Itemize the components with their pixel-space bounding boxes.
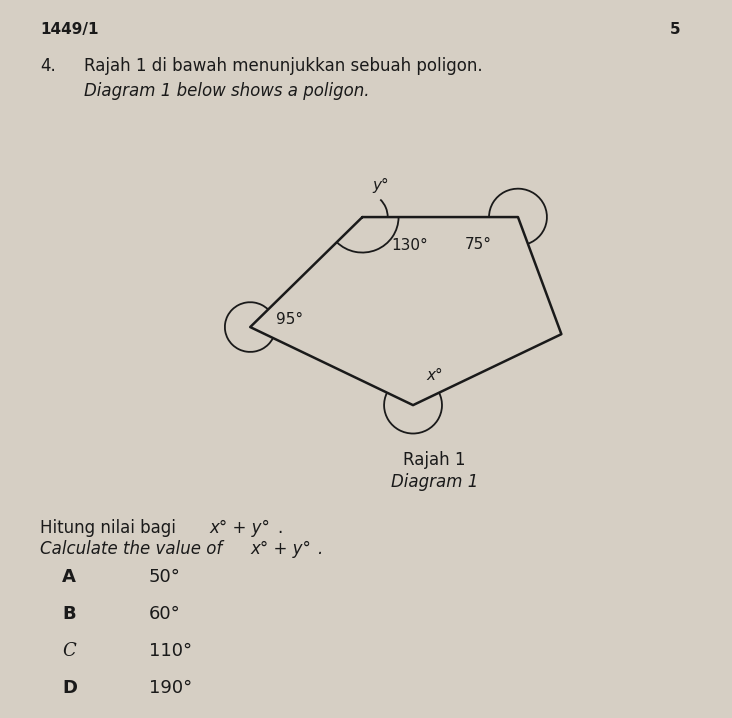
- Text: 130°: 130°: [391, 238, 427, 253]
- Text: x°: x°: [427, 368, 443, 383]
- Text: 50°: 50°: [149, 569, 181, 587]
- Text: 60°: 60°: [149, 605, 181, 623]
- Text: C: C: [62, 642, 76, 660]
- Text: .: .: [317, 540, 322, 558]
- Text: 4.: 4.: [40, 57, 56, 75]
- Text: y°: y°: [372, 177, 389, 192]
- Text: 1449/1: 1449/1: [40, 22, 99, 37]
- Text: .: .: [277, 518, 283, 536]
- Text: Calculate the value of: Calculate the value of: [40, 540, 228, 558]
- Text: Hitung nilai bagi: Hitung nilai bagi: [40, 518, 182, 536]
- Text: 190°: 190°: [149, 679, 192, 697]
- Text: 75°: 75°: [465, 236, 492, 251]
- Text: D: D: [62, 679, 77, 697]
- Text: 110°: 110°: [149, 642, 192, 660]
- Text: B: B: [62, 605, 75, 623]
- Text: Rajah 1 di bawah menunjukkan sebuah poligon.: Rajah 1 di bawah menunjukkan sebuah poli…: [83, 57, 482, 75]
- Text: Rajah 1: Rajah 1: [403, 451, 466, 470]
- Text: 95°: 95°: [277, 312, 304, 327]
- Text: x° + y°: x° + y°: [250, 540, 311, 558]
- Text: Diagram 1: Diagram 1: [391, 472, 479, 490]
- Text: 5: 5: [670, 22, 681, 37]
- Text: x° + y°: x° + y°: [209, 518, 270, 536]
- Text: A: A: [62, 569, 76, 587]
- Text: Diagram 1 below shows a poligon.: Diagram 1 below shows a poligon.: [83, 83, 369, 101]
